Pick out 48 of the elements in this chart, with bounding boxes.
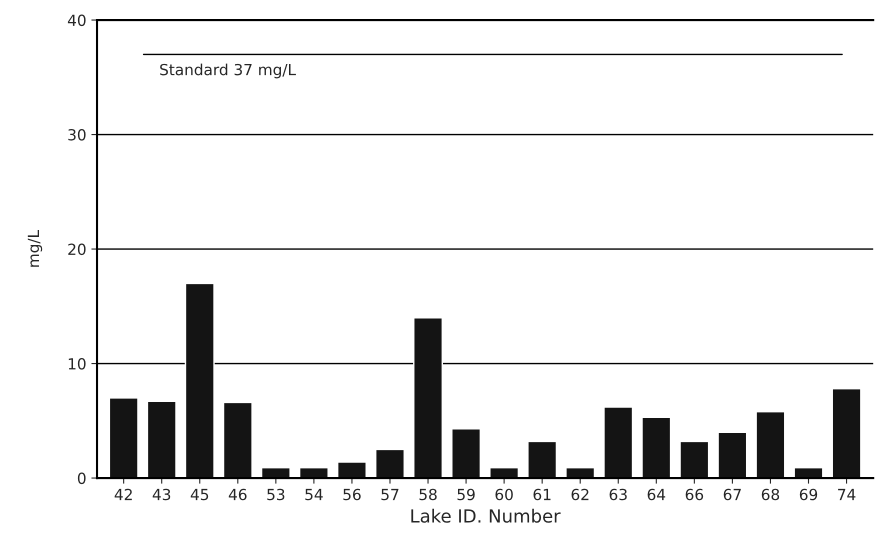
bar — [794, 467, 824, 478]
x-tick-label: 74 — [838, 488, 856, 500]
bar — [375, 448, 405, 478]
bar — [755, 410, 786, 478]
x-tick-label: 54 — [305, 488, 323, 500]
bar — [146, 400, 177, 478]
x-tick-label: 64 — [648, 488, 666, 500]
bar — [565, 467, 596, 478]
x-tick-label: 63 — [610, 488, 627, 500]
bar — [641, 416, 672, 478]
bar — [679, 440, 710, 478]
x-tick-label: 61 — [534, 488, 550, 500]
bar — [298, 467, 329, 478]
y-tick-label: 0 — [78, 472, 86, 484]
bar — [108, 397, 139, 478]
y-tick-label: 30 — [68, 129, 86, 141]
bar — [832, 388, 862, 478]
x-tick-label: 68 — [762, 488, 780, 500]
bar — [336, 461, 367, 478]
bar — [184, 282, 215, 478]
x-axis-title: Lake ID. Number — [411, 508, 561, 523]
bar — [603, 406, 634, 478]
x-tick-label: 67 — [724, 488, 741, 500]
x-tick-label: 42 — [114, 488, 132, 500]
ref-line-label: Standard 37 mg/L — [160, 64, 296, 78]
bar — [260, 467, 291, 478]
bar — [222, 402, 253, 478]
x-tick-label: 57 — [381, 488, 398, 500]
bar — [489, 467, 520, 478]
x-tick-label: 60 — [495, 488, 513, 500]
bar — [717, 432, 748, 478]
x-tick-label: 53 — [267, 488, 284, 500]
y-tick-label: 20 — [68, 244, 86, 256]
x-tick-label: 56 — [343, 488, 361, 500]
bar — [413, 317, 443, 478]
y-tick-label: 10 — [68, 358, 86, 370]
x-tick-label: 69 — [800, 488, 818, 500]
x-tick-label: 43 — [152, 488, 170, 500]
bar — [527, 440, 558, 478]
x-tick-label: 66 — [686, 488, 704, 500]
x-tick-label: 45 — [190, 488, 208, 500]
y-axis-title: mg/L — [28, 230, 42, 267]
x-tick-label: 59 — [458, 488, 475, 500]
y-tick-label: 40 — [68, 14, 86, 26]
bar — [451, 428, 482, 478]
x-tick-label: 58 — [419, 488, 437, 500]
x-tick-label: 62 — [572, 488, 588, 500]
x-tick-label: 46 — [228, 488, 247, 500]
